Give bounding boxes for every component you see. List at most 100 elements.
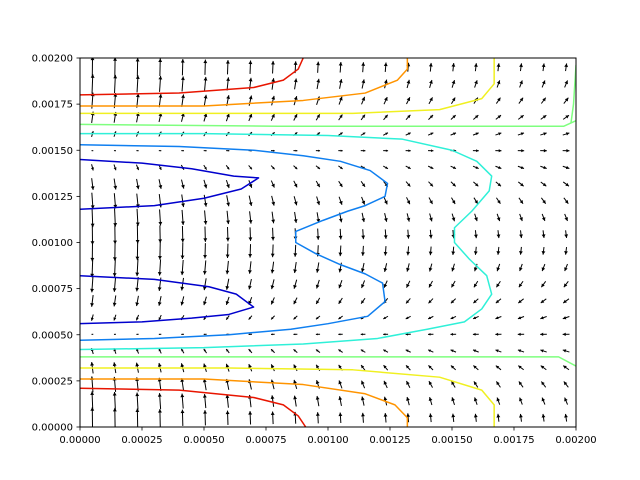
quiver-arrow xyxy=(540,197,547,205)
y-tick-label: 0.00025 xyxy=(32,376,73,387)
quiver-arrow xyxy=(406,197,411,205)
contour-line xyxy=(80,58,304,96)
quiver-arrow xyxy=(428,298,434,304)
x-tick-label: 0.00025 xyxy=(121,435,162,446)
quiver-arrow xyxy=(203,210,208,225)
quiver-arrow xyxy=(90,295,95,307)
quiver-arrow xyxy=(271,78,276,90)
quiver-arrow xyxy=(540,132,547,136)
quiver-arrow xyxy=(519,263,523,272)
quiver-arrow xyxy=(517,181,524,187)
quiver-arrow xyxy=(517,316,525,320)
quiver-arrow xyxy=(541,397,546,405)
quiver-arrow xyxy=(517,132,525,136)
quiver-arrow xyxy=(450,165,457,170)
contour-line xyxy=(80,158,260,211)
quiver-arrow xyxy=(383,280,388,289)
quiver-arrow xyxy=(180,409,185,426)
quiver-arrow xyxy=(181,76,185,92)
quiver-arrow xyxy=(428,149,434,153)
quiver-arrow xyxy=(451,63,456,72)
quiver-arrow xyxy=(541,63,546,72)
quiver-arrow xyxy=(135,241,140,261)
quiver-arrow xyxy=(496,246,501,255)
quiver-arrow xyxy=(180,378,185,391)
quiver-arrow xyxy=(270,333,275,336)
quiver-arrow xyxy=(473,246,478,255)
quiver-arrow xyxy=(293,395,298,407)
quiver-arrow xyxy=(473,298,479,304)
quiver-arrow xyxy=(474,63,478,72)
quiver-arrow xyxy=(271,211,276,224)
quiver-arrow xyxy=(315,333,321,336)
quiver-arrow xyxy=(135,224,140,244)
quiver-arrow xyxy=(361,196,366,205)
quiver-arrow xyxy=(338,280,343,289)
quiver-arrow xyxy=(315,349,321,353)
quiver-arrow xyxy=(225,179,230,189)
quiver-arrow xyxy=(450,114,457,120)
quiver-arrow xyxy=(203,59,208,75)
quiver-arrow xyxy=(202,394,207,409)
quiver-arrow xyxy=(225,226,230,242)
quiver-arrow xyxy=(451,246,456,256)
quiver-arrow xyxy=(360,364,366,371)
quiver-arrow xyxy=(203,333,207,336)
quiver-arrow xyxy=(360,333,366,336)
quiver-arrow xyxy=(563,280,569,288)
quiver-arrow xyxy=(496,80,501,88)
quiver-arrow xyxy=(270,149,275,152)
quiver-arrow xyxy=(338,149,343,152)
quiver-arrow xyxy=(293,244,298,257)
x-axis-ticks: 0.00000 0.00025 0.00050 0.00075 0.00100 0.001… xyxy=(59,427,597,446)
quiver-arrow xyxy=(315,180,321,188)
quiver-arrow xyxy=(248,333,253,336)
contour-line xyxy=(80,356,576,367)
quiver-arrow xyxy=(293,348,298,354)
quiver-arrow xyxy=(496,413,501,422)
quiver-arrow xyxy=(562,148,570,153)
y-tick-label: 0.00050 xyxy=(32,330,73,341)
quiver-arrow xyxy=(293,333,298,336)
quiver-arrow xyxy=(271,195,276,206)
quiver-arrow xyxy=(406,246,411,256)
quiver-arrow xyxy=(495,381,501,388)
quiver-arrow xyxy=(383,263,388,272)
quiver-arrow xyxy=(293,364,298,372)
quiver-arrow xyxy=(158,150,162,152)
quiver-arrow xyxy=(225,113,230,122)
quiver-arrow xyxy=(451,79,456,88)
contour-line xyxy=(80,387,307,427)
quiver-arrow xyxy=(225,394,230,408)
contour-line xyxy=(80,58,409,107)
quiver-arrow xyxy=(564,413,568,422)
x-tick-label: 0.00150 xyxy=(431,435,472,446)
quiver-arrow xyxy=(158,58,163,76)
quiver-arrow xyxy=(338,165,343,170)
quiver-arrow xyxy=(181,94,185,107)
quiver-arrow xyxy=(113,193,118,209)
contour-lines xyxy=(80,58,576,427)
quiver-arrow xyxy=(270,165,275,170)
quiver-arrow xyxy=(495,316,502,320)
quiver-arrow xyxy=(157,296,162,306)
quiver-arrow xyxy=(472,149,479,153)
quiver-arrow xyxy=(428,229,433,239)
y-tick-label: 0.00150 xyxy=(32,146,73,157)
quiver-arrow xyxy=(562,298,570,304)
quiver-arrow xyxy=(158,409,162,427)
quiver-arrow xyxy=(473,280,479,288)
quiver-arrow xyxy=(519,413,523,422)
quiver-arrow xyxy=(473,381,479,388)
quiver-arrow xyxy=(519,213,523,222)
quiver-arrow xyxy=(540,114,547,120)
quiver-arrow xyxy=(564,80,569,88)
quiver-arrow xyxy=(338,196,343,205)
quiver-arrow xyxy=(135,314,140,321)
quiver-arrow xyxy=(158,179,163,189)
quiver-arrow xyxy=(450,315,457,320)
y-tick-label: 0.00125 xyxy=(32,192,73,203)
quiver-arrow xyxy=(495,149,502,153)
quiver-arrow xyxy=(338,228,343,240)
quiver-arrow xyxy=(338,245,343,257)
